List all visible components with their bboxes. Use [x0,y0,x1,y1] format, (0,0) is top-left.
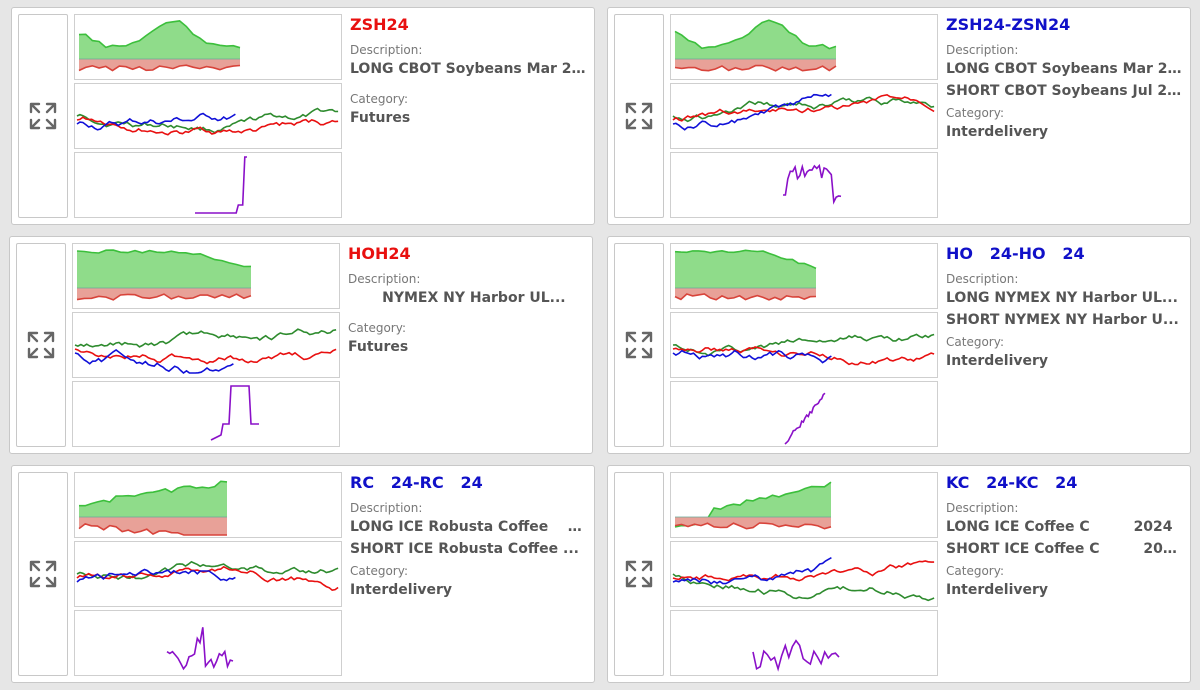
contract-card-rc24-rc24: RC 24-RC 24 Description: LONG ICE Robust… [11,465,595,683]
category-value: Futures [350,110,411,126]
symbol-title[interactable]: HOH24 [348,244,411,263]
volume-line-chart [670,381,938,447]
volume-line-chart [72,381,340,447]
symbol-title[interactable]: ZSH24-ZSN24 [946,15,1071,34]
expand-button[interactable] [18,472,68,676]
seasonal-area-chart [72,243,340,309]
description-line: LONG CBOT Soybeans Mar 2... [350,61,586,77]
category-value: Interdelivery [946,353,1049,369]
expand-arrows-icon [27,331,55,359]
expand-arrows-icon [29,102,57,130]
category-label: Category: [350,564,408,578]
expand-button[interactable] [614,243,664,447]
category-label: Category: [946,335,1004,349]
description-line: LONG ICE Robusta Coffee .. [350,519,586,535]
price-line-chart [670,312,938,378]
price-line-chart [74,541,342,607]
description-label: Description: [946,43,1019,57]
contract-card-zsh24-zsn24: ZSH24-ZSN24 Description: LONG CBOT Soybe… [607,7,1191,225]
volume-line-chart [670,152,938,218]
description-label: Description: [946,272,1019,286]
category-value: Interdelivery [350,582,453,598]
expand-button[interactable] [614,472,664,676]
price-line-chart [670,541,938,607]
symbol-title[interactable]: KC 24-KC 24 [946,473,1078,492]
contract-card-kc24-kc24: KC 24-KC 24 Description: LONG ICE Coffee… [607,465,1191,683]
volume-line-chart [74,152,342,218]
description-line: SHORT ICE Robusta Coffee ... [350,541,579,557]
description-line: SHORT NYMEX NY Harbor U... [946,312,1179,328]
description-label: Description: [348,272,421,286]
description-line: NYMEX NY Harbor UL... [348,290,566,306]
expand-button[interactable] [16,243,66,447]
volume-line-chart [74,610,342,676]
symbol-title[interactable]: RC 24-RC 24 [350,473,483,492]
category-value: Futures [348,339,409,355]
category-label: Category: [348,321,406,335]
volume-line-chart [670,610,938,676]
description-label: Description: [946,501,1019,515]
description-label: Description: [350,43,423,57]
expand-arrows-icon [29,560,57,588]
price-line-chart [74,83,342,149]
symbol-title[interactable]: ZSH24 [350,15,409,34]
seasonal-area-chart [670,14,938,80]
category-value: Interdelivery [946,124,1049,140]
description-line: LONG CBOT Soybeans Mar 2... [946,61,1182,77]
expand-arrows-icon [625,102,653,130]
description-label: Description: [350,501,423,515]
category-value: Interdelivery [946,582,1049,598]
category-label: Category: [350,92,408,106]
seasonal-area-chart [74,472,342,538]
category-label: Category: [946,106,1004,120]
seasonal-area-chart [670,472,938,538]
description-line: LONG ICE Coffee C 2024 [946,519,1173,535]
contract-card-hoh24: HOH24 Description: NYMEX NY Harbor UL...… [9,236,593,454]
expand-arrows-icon [625,560,653,588]
expand-button[interactable] [614,14,664,218]
description-line: LONG NYMEX NY Harbor UL... [946,290,1178,306]
expand-arrows-icon [625,331,653,359]
seasonal-area-chart [670,243,938,309]
contract-card-zsh24: ZSH24 Description: LONG CBOT Soybeans Ma… [11,7,595,225]
seasonal-area-chart [74,14,342,80]
description-line: SHORT CBOT Soybeans Jul 2... [946,83,1182,99]
price-line-chart [670,83,938,149]
price-line-chart [72,312,340,378]
contract-card-ho24-ho24: HO 24-HO 24 Description: LONG NYMEX NY H… [607,236,1191,454]
expand-button[interactable] [18,14,68,218]
description-line: SHORT ICE Coffee C 2024 [946,541,1182,557]
category-label: Category: [946,564,1004,578]
symbol-title[interactable]: HO 24-HO 24 [946,244,1085,263]
